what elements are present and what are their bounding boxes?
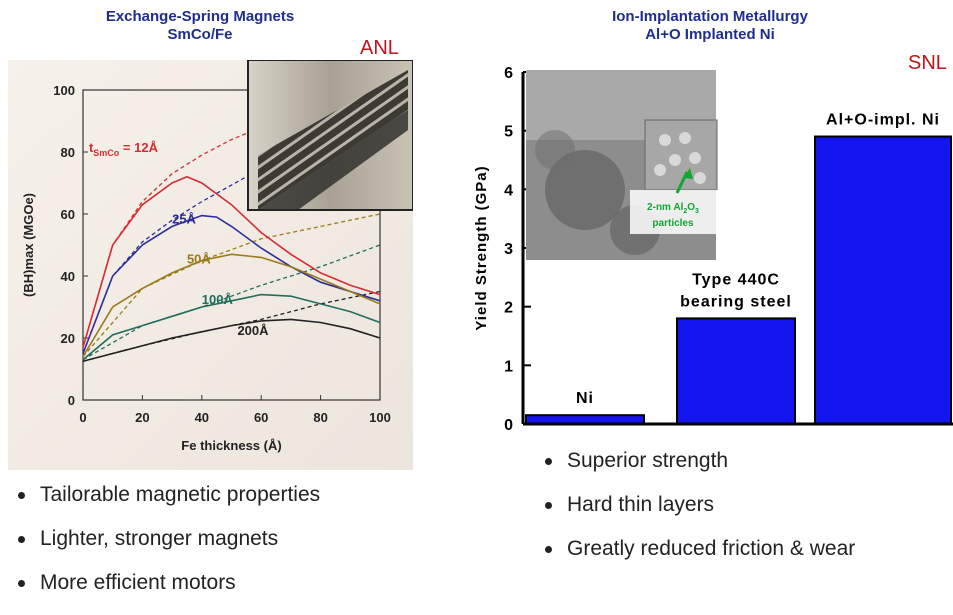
- y-tick-label: 1: [504, 358, 513, 375]
- x-tick-label: 20: [135, 410, 149, 425]
- y-axis-label: (BH)max (MGOe): [21, 193, 36, 297]
- right-bullet-item: Greatly reduced friction & wear: [537, 537, 855, 581]
- bullet-dot-icon: [545, 458, 552, 465]
- lab-label-anl: ANL: [360, 37, 399, 59]
- series-curve: [82, 253, 381, 358]
- bar: [814, 135, 952, 426]
- x-tick-label: 40: [195, 410, 209, 425]
- bullet-dot-icon: [18, 492, 25, 499]
- bullet-dot-icon: [545, 502, 552, 509]
- dashed-curve: [82, 244, 381, 361]
- series-curve: [82, 175, 381, 348]
- inset-annotation-line2: particles: [652, 218, 694, 229]
- x-tick-label: 100: [369, 410, 391, 425]
- y-tick-label: 20: [61, 331, 75, 346]
- lab-label-snl: SNL: [908, 52, 947, 74]
- inset-annotation-line1: 2-nm Al2O3: [647, 202, 699, 215]
- y-tick-label: 3: [504, 241, 513, 258]
- y-tick-label: 4: [504, 182, 513, 199]
- dashed-curve: [82, 151, 292, 354]
- magnet-chart: 0 20 40 60 80 100 0 20 40 60 80 100 Fe thickness (Å)…: [8, 60, 413, 470]
- left-bullet-item: Tailorable magnetic properties: [10, 483, 320, 527]
- y-tick-label: 0: [504, 417, 513, 434]
- series-curve: [82, 214, 381, 354]
- left-title-line2: SmCo/Fe: [167, 26, 233, 43]
- bullet-dot-icon: [545, 546, 552, 553]
- right-title: Ion-Implantation Metallurgy Al+O Implant…: [570, 8, 850, 44]
- y-tick-label: 2: [504, 300, 513, 317]
- y-tick-label: 5: [504, 124, 513, 141]
- series-label: tSmCo = 12Å: [89, 140, 159, 158]
- right-bullet-item: Superior strength: [537, 449, 855, 493]
- series-label: 200Å: [237, 323, 269, 338]
- bullet-dot-icon: [18, 536, 25, 543]
- left-bullet-list: Tailorable magnetic properties Lighter, …: [10, 483, 320, 615]
- series-label: 25Å: [172, 211, 196, 226]
- series-curve: [82, 293, 381, 361]
- y-axis-label: Yield Strength (GPa): [473, 165, 490, 330]
- right-bullet-list: Superior strength Hard thin layers Great…: [537, 449, 855, 581]
- right-title-line2: Al+O Implanted Ni: [645, 26, 775, 43]
- y-tick-label: 40: [61, 269, 75, 284]
- series-curve: [82, 318, 381, 363]
- left-title-line1: Exchange-Spring Magnets: [105, 8, 295, 25]
- x-axis-label: Fe thickness (Å): [181, 438, 281, 453]
- left-title: Exchange-Spring Magnets SmCo/Fe: [60, 8, 340, 44]
- series-label: 50Å: [187, 252, 211, 267]
- dashed-curve: [82, 213, 381, 358]
- y-tick-label: 0: [68, 393, 75, 408]
- right-bullet-item: Hard thin layers: [537, 493, 855, 537]
- bar-label: bearing steel: [680, 293, 792, 310]
- bar-label: Type 440C: [692, 271, 780, 288]
- bar: [676, 317, 796, 425]
- bar-label: Al+O-impl. Ni: [826, 112, 940, 129]
- series-label: 100Å: [202, 292, 234, 307]
- x-tick-label: 60: [254, 410, 268, 425]
- y-tick-label: 6: [504, 65, 513, 82]
- left-bullet-item: More efficient motors: [10, 571, 320, 615]
- y-tick-label: 60: [61, 207, 75, 222]
- left-bullet-item: Lighter, stronger magnets: [10, 527, 320, 571]
- x-tick-label: 0: [79, 410, 86, 425]
- tem-multilayer-image: [247, 60, 413, 211]
- tem-inset-image: 2-nm Al2O3 particles: [526, 70, 720, 260]
- right-title-line1: Ion-Implantation Metallurgy: [612, 8, 808, 25]
- x-tick-label: 80: [313, 410, 327, 425]
- plot-frame: [82, 89, 381, 401]
- bullet-dot-icon: [18, 580, 25, 587]
- yield-strength-chart: 0 1 2 3 4 5 6 Yield Strength (GPa) 2-nm Al2O3 p…: [473, 65, 953, 434]
- bar-label: Ni: [576, 390, 594, 407]
- y-tick-label: 100: [53, 83, 75, 98]
- y-tick-label: 80: [61, 145, 75, 160]
